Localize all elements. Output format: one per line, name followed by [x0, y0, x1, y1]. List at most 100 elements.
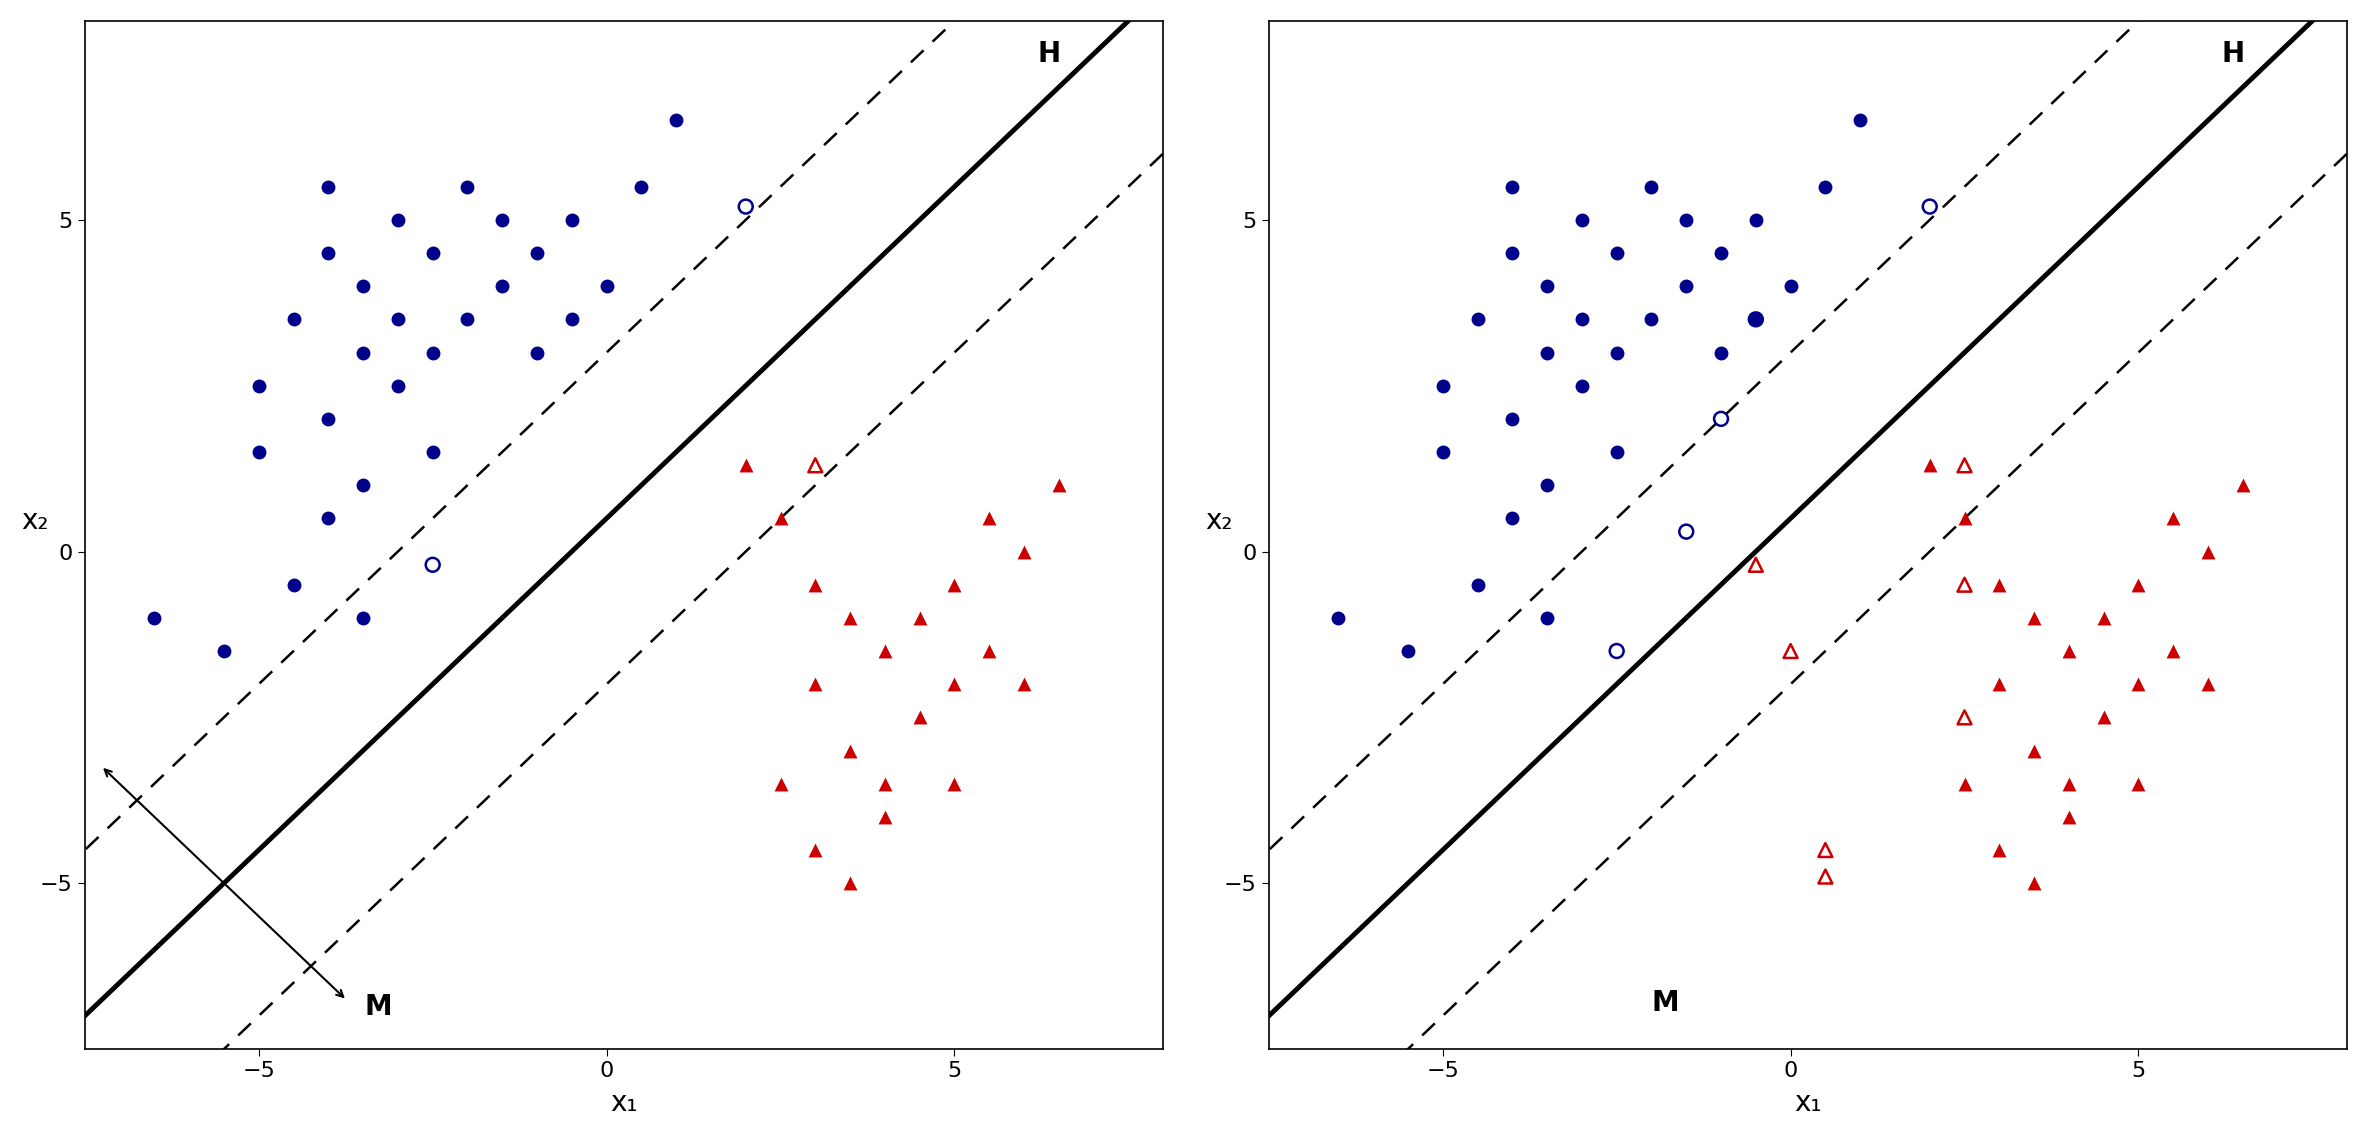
Point [483, 277, 521, 295]
Point [1946, 775, 1984, 793]
Point [552, 311, 590, 329]
Point [1667, 277, 1705, 295]
Point [1598, 443, 1636, 461]
Point [1494, 509, 1532, 527]
Point [971, 642, 1009, 660]
Point [623, 178, 661, 196]
Point [1771, 277, 1809, 295]
Point [1004, 675, 1042, 693]
Point [1598, 642, 1636, 660]
Point [1736, 211, 1774, 229]
Point [379, 311, 417, 329]
Point [448, 178, 485, 196]
Point [379, 377, 417, 395]
Point [1703, 344, 1740, 362]
Point [935, 775, 973, 793]
Point [900, 609, 938, 627]
Point [1807, 178, 1845, 196]
Point [275, 311, 313, 329]
Point [275, 576, 313, 594]
X-axis label: x₁: x₁ [1795, 1089, 1821, 1118]
Point [552, 211, 590, 229]
Point [2015, 742, 2053, 760]
Point [1527, 344, 1565, 362]
Point [1494, 244, 1532, 262]
Point [1736, 311, 1774, 329]
Point [796, 841, 834, 859]
Text: H: H [2221, 40, 2245, 68]
Point [1980, 841, 2018, 859]
Point [1459, 576, 1497, 594]
Point [239, 443, 277, 461]
Text: M: M [365, 993, 393, 1021]
Point [1527, 476, 1565, 494]
Point [727, 456, 765, 475]
Point [414, 344, 452, 362]
Point [310, 509, 348, 527]
Point [2015, 609, 2053, 627]
Point [343, 476, 381, 494]
Point [1563, 211, 1601, 229]
Point [1598, 344, 1636, 362]
Point [310, 410, 348, 428]
Point [2051, 642, 2089, 660]
Point [2119, 675, 2157, 693]
Point [727, 198, 765, 216]
Point [379, 211, 417, 229]
Point [1598, 244, 1636, 262]
Point [2188, 543, 2226, 561]
Point [519, 344, 556, 362]
Point [2015, 874, 2053, 892]
Point [2051, 775, 2089, 793]
Point [206, 642, 244, 660]
Point [1632, 311, 1669, 329]
Point [1423, 443, 1461, 461]
Point [239, 377, 277, 395]
Point [310, 244, 348, 262]
Point [831, 609, 869, 627]
Point [135, 609, 173, 627]
Point [2119, 576, 2157, 594]
Point [1946, 576, 1984, 594]
Point [448, 311, 485, 329]
Point [1527, 277, 1565, 295]
Point [343, 609, 381, 627]
Point [1390, 642, 1428, 660]
Point [1563, 311, 1601, 329]
Point [1736, 555, 1774, 574]
Point [796, 576, 834, 594]
Point [2188, 675, 2226, 693]
Point [1632, 178, 1669, 196]
Point [1946, 708, 1984, 726]
Point [2084, 609, 2122, 627]
Point [1040, 476, 1077, 494]
Point [1842, 112, 1880, 130]
Point [971, 509, 1009, 527]
Point [1527, 609, 1565, 627]
X-axis label: x₁: x₁ [611, 1089, 637, 1118]
Point [762, 775, 800, 793]
Point [310, 178, 348, 196]
Point [2155, 642, 2193, 660]
Point [343, 277, 381, 295]
Point [414, 244, 452, 262]
Text: M: M [1650, 989, 1679, 1016]
Point [935, 576, 973, 594]
Point [831, 874, 869, 892]
Point [1494, 178, 1532, 196]
Point [1771, 642, 1809, 660]
Point [1319, 609, 1357, 627]
Y-axis label: x₂: x₂ [1205, 506, 1231, 535]
Point [1667, 522, 1705, 541]
Point [587, 277, 625, 295]
Point [831, 742, 869, 760]
Point [796, 456, 834, 475]
Point [1980, 576, 2018, 594]
Point [1703, 244, 1740, 262]
Point [2155, 509, 2193, 527]
Point [2224, 476, 2261, 494]
Point [867, 642, 905, 660]
Point [658, 112, 696, 130]
Y-axis label: x₂: x₂ [21, 506, 47, 535]
Point [414, 443, 452, 461]
